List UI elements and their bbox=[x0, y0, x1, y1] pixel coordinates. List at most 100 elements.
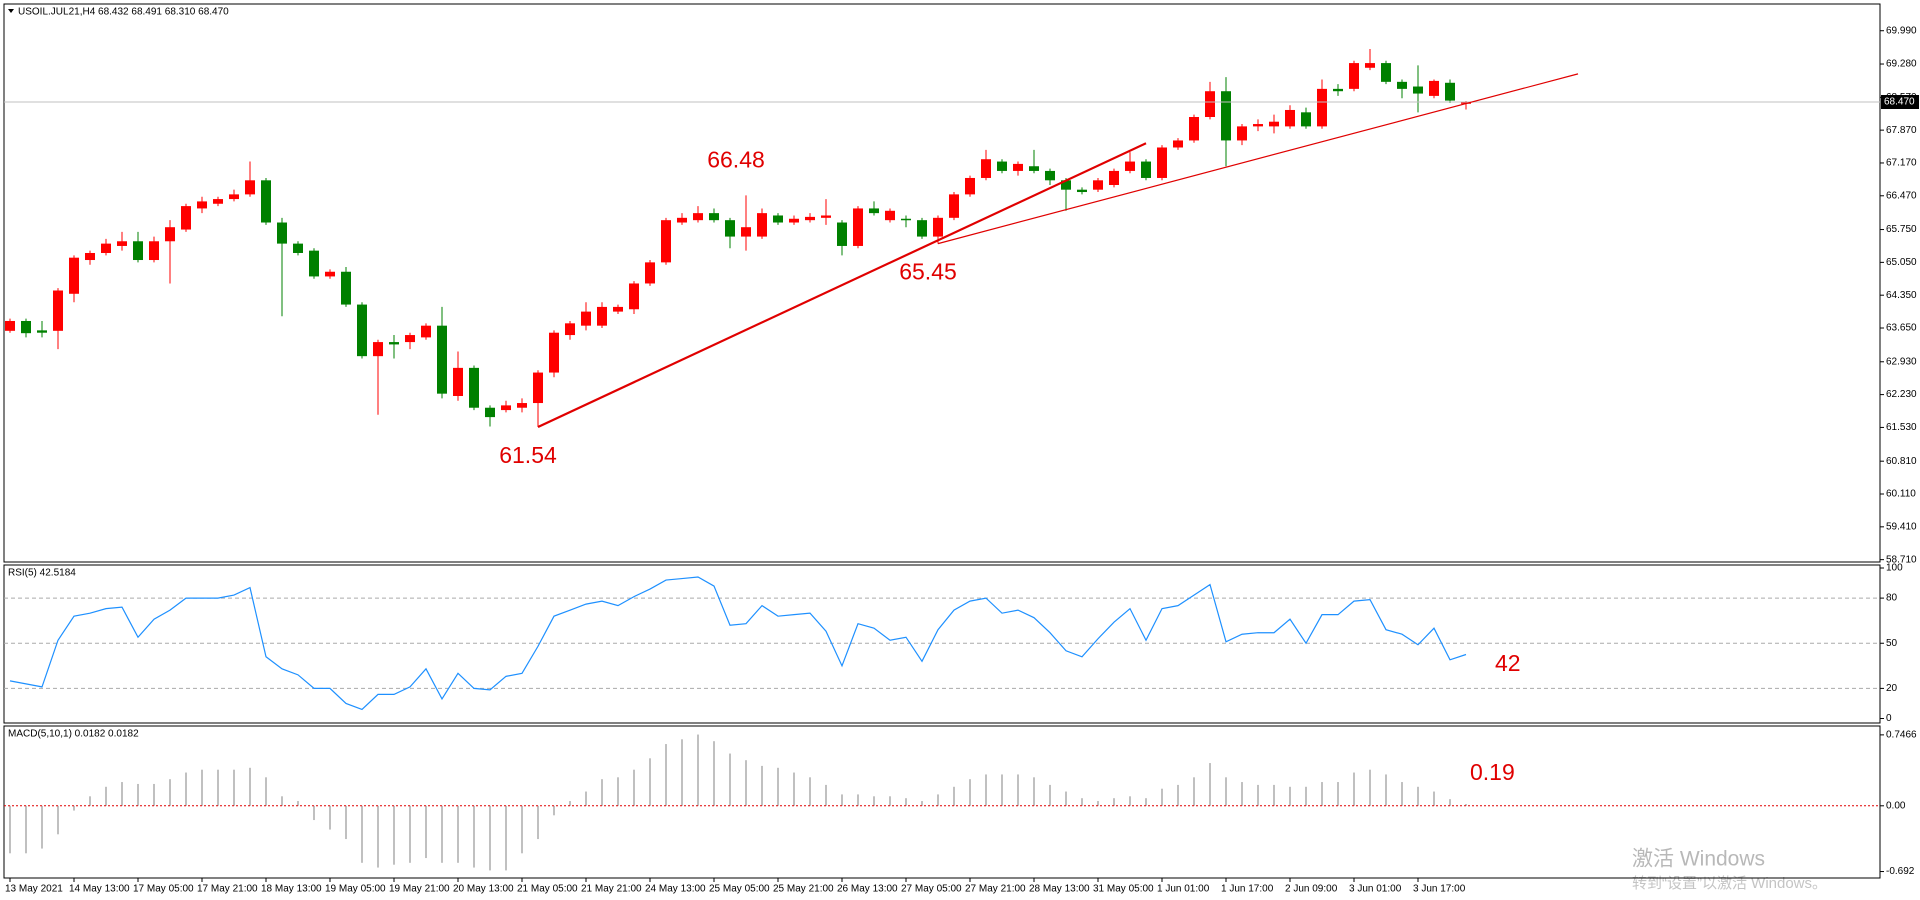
y-tick-label: 67.170 bbox=[1886, 158, 1917, 169]
candle-body bbox=[693, 213, 703, 221]
x-tick-label: 18 May 13:00 bbox=[261, 884, 322, 895]
x-tick-label: 21 May 05:00 bbox=[517, 884, 578, 895]
candle-body bbox=[421, 325, 431, 338]
candle-body bbox=[1189, 117, 1199, 141]
candle-body bbox=[1333, 88, 1343, 92]
candle-body bbox=[1109, 170, 1119, 185]
candle-body bbox=[373, 342, 383, 357]
candle-body bbox=[485, 407, 495, 418]
candle-body bbox=[661, 220, 671, 263]
candle-body bbox=[1301, 112, 1311, 127]
y-tick-label: 0 bbox=[1886, 713, 1892, 724]
x-tick-label: 20 May 13:00 bbox=[453, 884, 514, 895]
price-annotation: 66.48 bbox=[707, 146, 765, 172]
y-tick-label: 60.810 bbox=[1886, 456, 1917, 467]
y-tick-label: 65.050 bbox=[1886, 257, 1917, 268]
x-tick-label: 27 May 21:00 bbox=[965, 884, 1026, 895]
candle-body bbox=[1205, 91, 1215, 118]
trendline bbox=[537, 142, 1147, 428]
candle-body bbox=[965, 177, 975, 195]
candle-body bbox=[1029, 166, 1039, 171]
candle-body bbox=[581, 311, 591, 326]
candle-body bbox=[117, 241, 127, 246]
candle-body bbox=[837, 222, 847, 246]
candle-body bbox=[197, 201, 207, 209]
y-tick-label: 58.710 bbox=[1886, 554, 1917, 565]
candle-body bbox=[1045, 170, 1055, 181]
candle-body bbox=[1125, 161, 1135, 171]
x-tick-label: 17 May 21:00 bbox=[197, 884, 258, 895]
candle-body bbox=[629, 283, 639, 310]
panel-title: RSI(5) 42.5184 bbox=[8, 568, 76, 579]
candle-body bbox=[165, 227, 175, 242]
candle-body bbox=[1381, 63, 1391, 82]
candle-body bbox=[1141, 161, 1151, 178]
candle-body bbox=[981, 159, 991, 178]
candle-body bbox=[325, 271, 335, 277]
candle-body bbox=[933, 217, 943, 237]
candle-body bbox=[229, 194, 239, 200]
candle-body bbox=[885, 210, 895, 221]
macd-annotation: 0.19 bbox=[1470, 759, 1515, 785]
x-tick-label: 21 May 21:00 bbox=[581, 884, 642, 895]
x-tick-label: 27 May 05:00 bbox=[901, 884, 962, 895]
candle-body bbox=[53, 290, 63, 331]
candle-body bbox=[389, 342, 399, 345]
candle-body bbox=[133, 241, 143, 261]
candle-body bbox=[357, 304, 367, 357]
current-price-box bbox=[1881, 95, 1919, 110]
candle-body bbox=[149, 241, 159, 261]
candle-body bbox=[565, 323, 575, 336]
candle-body bbox=[789, 218, 799, 223]
x-tick-label: 3 Jun 01:00 bbox=[1349, 884, 1402, 895]
candle-body bbox=[1061, 180, 1071, 190]
x-tick-label: 28 May 13:00 bbox=[1029, 884, 1090, 895]
candle-body bbox=[805, 216, 815, 221]
current-price-label: 68.470 bbox=[1884, 97, 1915, 108]
x-tick-label: 2 Jun 09:00 bbox=[1285, 884, 1338, 895]
candle-body bbox=[245, 180, 255, 195]
price-annotation: 61.54 bbox=[499, 442, 557, 468]
candle-body bbox=[261, 180, 271, 223]
y-tick-label: 62.230 bbox=[1886, 389, 1917, 400]
candle-body bbox=[1221, 91, 1231, 141]
x-tick-label: 24 May 13:00 bbox=[645, 884, 706, 895]
y-tick-label: 65.750 bbox=[1886, 224, 1917, 235]
menu-arrow bbox=[8, 9, 14, 13]
candle-body bbox=[1269, 121, 1279, 127]
watermark-title: 激活 Windows bbox=[1632, 848, 1765, 871]
candle-body bbox=[1461, 102, 1471, 104]
candle-body bbox=[1413, 86, 1423, 94]
panel-frame bbox=[3, 564, 1881, 724]
candle-body bbox=[181, 206, 191, 230]
x-tick-label: 14 May 13:00 bbox=[69, 884, 130, 895]
x-tick-label: 13 May 2021 bbox=[5, 884, 63, 895]
candle-body bbox=[437, 325, 447, 394]
y-tick-label: 69.280 bbox=[1886, 59, 1917, 70]
candle-body bbox=[501, 405, 511, 411]
candle-body bbox=[341, 271, 351, 305]
candle-body bbox=[1365, 63, 1375, 68]
candle-body bbox=[85, 252, 95, 261]
candle-body bbox=[213, 199, 223, 204]
y-tick-label: 20 bbox=[1886, 683, 1898, 694]
candle-body bbox=[821, 215, 831, 218]
candle-body bbox=[869, 208, 879, 214]
y-tick-label: 0.7466 bbox=[1886, 730, 1917, 741]
candle-body bbox=[1237, 126, 1247, 141]
candle-body bbox=[1317, 88, 1327, 127]
x-tick-label: 1 Jun 17:00 bbox=[1221, 884, 1274, 895]
candle-body bbox=[997, 161, 1007, 171]
x-tick-label: 31 May 05:00 bbox=[1093, 884, 1154, 895]
y-tick-label: 59.410 bbox=[1886, 521, 1917, 532]
candle-body bbox=[725, 220, 735, 237]
panel-title: USOIL.JUL21,H4 68.432 68.491 68.310 68.4… bbox=[18, 7, 229, 18]
candle-body bbox=[1349, 63, 1359, 89]
panel-title: MACD(5,10,1) 0.0182 0.0182 bbox=[8, 729, 139, 740]
y-tick-label: -0.692 bbox=[1886, 866, 1915, 877]
y-tick-label: 80 bbox=[1886, 593, 1898, 604]
candle-body bbox=[469, 367, 479, 408]
y-tick-label: 64.350 bbox=[1886, 290, 1917, 301]
